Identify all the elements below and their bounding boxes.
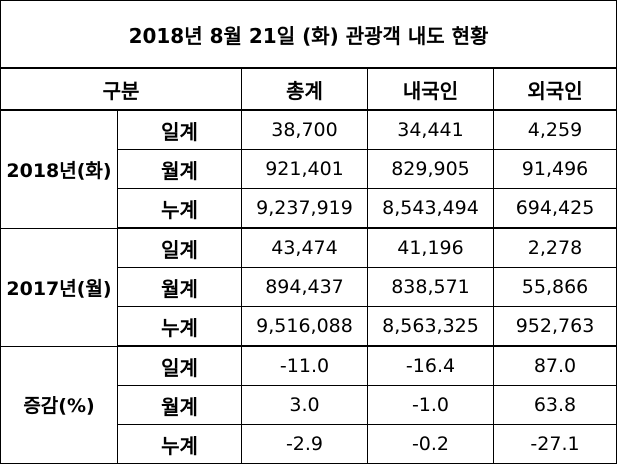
row-label: 월계 <box>117 149 242 189</box>
cell-foreign: 4,259 <box>492 109 618 150</box>
row-label: 누계 <box>117 424 242 464</box>
cell-domestic: 829,905 <box>367 149 494 189</box>
cell-total: -2.9 <box>241 424 368 464</box>
row-label: 일계 <box>117 345 242 386</box>
header-domestic: 내국인 <box>367 67 494 111</box>
cell-total: 3.0 <box>241 385 368 425</box>
cell-foreign: -27.1 <box>492 424 618 464</box>
cell-domestic: -16.4 <box>367 345 494 386</box>
row-label: 월계 <box>117 267 242 307</box>
cell-domestic: 838,571 <box>367 267 494 307</box>
row-label: 일계 <box>117 227 242 268</box>
cell-foreign: 55,866 <box>492 267 618 307</box>
table-row: 누계 9,237,919 8,543,494 694,425 <box>1 188 618 229</box>
cell-foreign: 694,425 <box>492 188 618 229</box>
cell-total: 9,237,919 <box>241 188 368 229</box>
cell-total: 43,474 <box>241 227 368 268</box>
row-label: 월계 <box>117 385 242 425</box>
table-row: 누계 9,516,088 8,563,325 952,763 <box>1 306 618 347</box>
cell-domestic: -1.0 <box>367 385 494 425</box>
table-row: 누계 -2.9 -0.2 -27.1 <box>1 424 618 464</box>
cell-total: -11.0 <box>241 345 368 386</box>
group-label: 2017년(월) <box>0 227 118 347</box>
table-row: 2017년(월) 일계 43,474 41,196 2,278 <box>0 227 618 347</box>
cell-domestic: 8,543,494 <box>367 188 494 229</box>
group-label: 증감(%) <box>0 345 118 464</box>
group-label: 2018년(화) <box>0 109 118 229</box>
row-label: 일계 <box>117 109 242 150</box>
table-title: 2018년 8월 21일 (화) 관광객 내도 현황 <box>0 0 618 69</box>
cell-total: 921,401 <box>241 149 368 189</box>
row-label: 누계 <box>117 188 242 229</box>
cell-domestic: -0.2 <box>367 424 494 464</box>
cell-foreign: 91,496 <box>492 149 618 189</box>
cell-foreign: 952,763 <box>492 306 618 347</box>
cell-foreign: 87.0 <box>492 345 618 386</box>
header-category: 구분 <box>0 67 242 111</box>
table-row: 증감(%) 일계 -11.0 -16.4 87.0 <box>0 345 618 464</box>
table-row: 월계 921,401 829,905 91,496 <box>1 149 618 189</box>
cell-domestic: 41,196 <box>367 227 494 268</box>
cell-domestic: 8,563,325 <box>367 306 494 347</box>
cell-domestic: 34,441 <box>367 109 494 150</box>
header-foreign: 외국인 <box>492 67 618 111</box>
row-label: 누계 <box>117 306 242 347</box>
cell-total: 894,437 <box>241 267 368 307</box>
cell-total: 38,700 <box>241 109 368 150</box>
table-row: 2018년(화) 일계 38,700 34,441 4,259 <box>0 109 618 229</box>
cell-total: 9,516,088 <box>241 306 368 347</box>
header-total: 총계 <box>241 67 368 111</box>
cell-foreign: 63.8 <box>492 385 618 425</box>
table-row: 월계 3.0 -1.0 63.8 <box>1 385 618 425</box>
table-row: 월계 894,437 838,571 55,866 <box>1 267 618 307</box>
cell-foreign: 2,278 <box>492 227 618 268</box>
